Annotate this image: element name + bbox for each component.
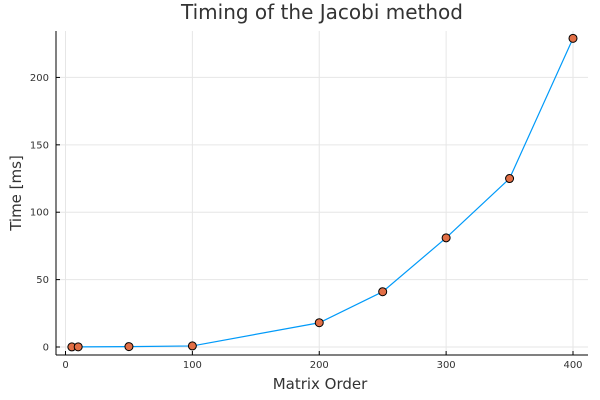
y-tick-label: 0 [43, 343, 49, 354]
data-point [187, 341, 197, 351]
gridlines [56, 31, 588, 355]
y-tick-label: 150 [30, 140, 49, 151]
data-point [73, 342, 83, 352]
y-tick-label: 200 [30, 73, 49, 84]
x-tick-label: 400 [563, 360, 582, 371]
axes [55, 31, 588, 356]
data-point [378, 287, 388, 297]
data-point [124, 342, 134, 352]
x-tick-label: 100 [183, 360, 202, 371]
series [67, 33, 578, 352]
data-point [441, 233, 451, 243]
data-point [314, 318, 324, 328]
data-point [568, 33, 578, 43]
y-axis-label: Time [ms] [7, 155, 25, 232]
series-line [71, 38, 574, 348]
x-tick-label: 200 [310, 360, 329, 371]
x-axis-label: Matrix Order [273, 375, 368, 393]
y-tick-label: 100 [30, 208, 49, 219]
chart-title: Timing of the Jacobi method [180, 0, 463, 24]
data-point [505, 174, 515, 184]
tick-labels: 0 100 200 300 400 0 50 100 150 200 [30, 73, 583, 371]
x-tick-label: 0 [62, 360, 68, 371]
y-tick-label: 50 [36, 275, 49, 286]
x-tick-label: 300 [437, 360, 456, 371]
